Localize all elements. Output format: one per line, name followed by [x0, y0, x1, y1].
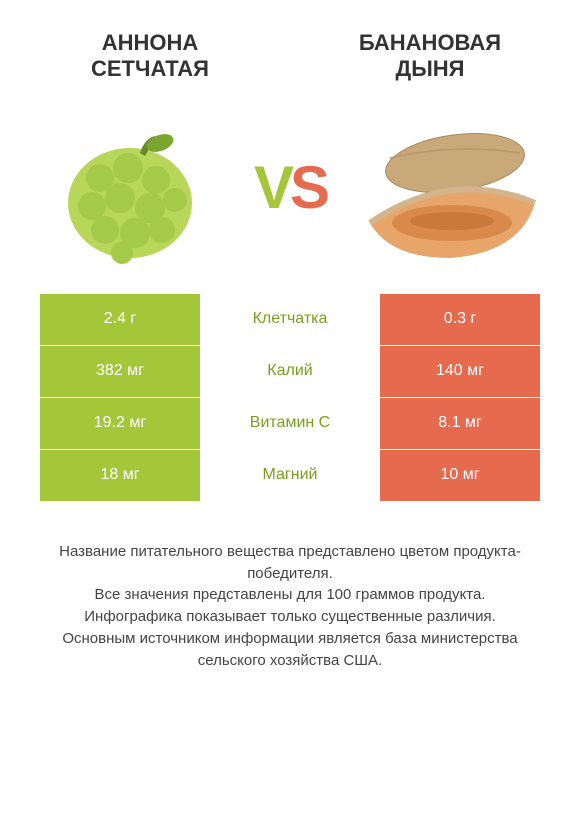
left-product-image [40, 103, 220, 273]
right-product-image [360, 103, 540, 273]
table-row: 382 мг Калий 140 мг [40, 345, 540, 397]
table-row: 2.4 г Клетчатка 0.3 г [40, 293, 540, 345]
vs-s: S [290, 154, 326, 221]
images-row: VS [0, 93, 580, 293]
left-value: 19.2 мг [40, 398, 200, 449]
nutrient-label: Калий [200, 346, 380, 397]
table-row: 19.2 мг Витамин C 8.1 мг [40, 397, 540, 449]
right-value: 8.1 мг [380, 398, 540, 449]
nutrient-label: Клетчатка [200, 294, 380, 345]
comparison-table: 2.4 г Клетчатка 0.3 г 382 мг Калий 140 м… [40, 293, 540, 501]
left-value: 18 мг [40, 450, 200, 501]
nutrient-label: Витамин C [200, 398, 380, 449]
header: АННОНАСЕТЧАТАЯ БАНАНОВАЯДЫНЯ [0, 0, 580, 93]
right-value: 10 мг [380, 450, 540, 501]
vs-label: VS [254, 153, 326, 222]
left-value: 2.4 г [40, 294, 200, 345]
table-row: 18 мг Магний 10 мг [40, 449, 540, 501]
vs-v: V [254, 154, 290, 221]
left-value: 382 мг [40, 346, 200, 397]
right-value: 0.3 г [380, 294, 540, 345]
right-value: 140 мг [380, 346, 540, 397]
right-product-title: БАНАНОВАЯДЫНЯ [340, 30, 520, 83]
left-product-title: АННОНАСЕТЧАТАЯ [60, 30, 240, 83]
footnote-text: Название питательного вещества представл… [0, 541, 580, 672]
nutrient-label: Магний [200, 450, 380, 501]
